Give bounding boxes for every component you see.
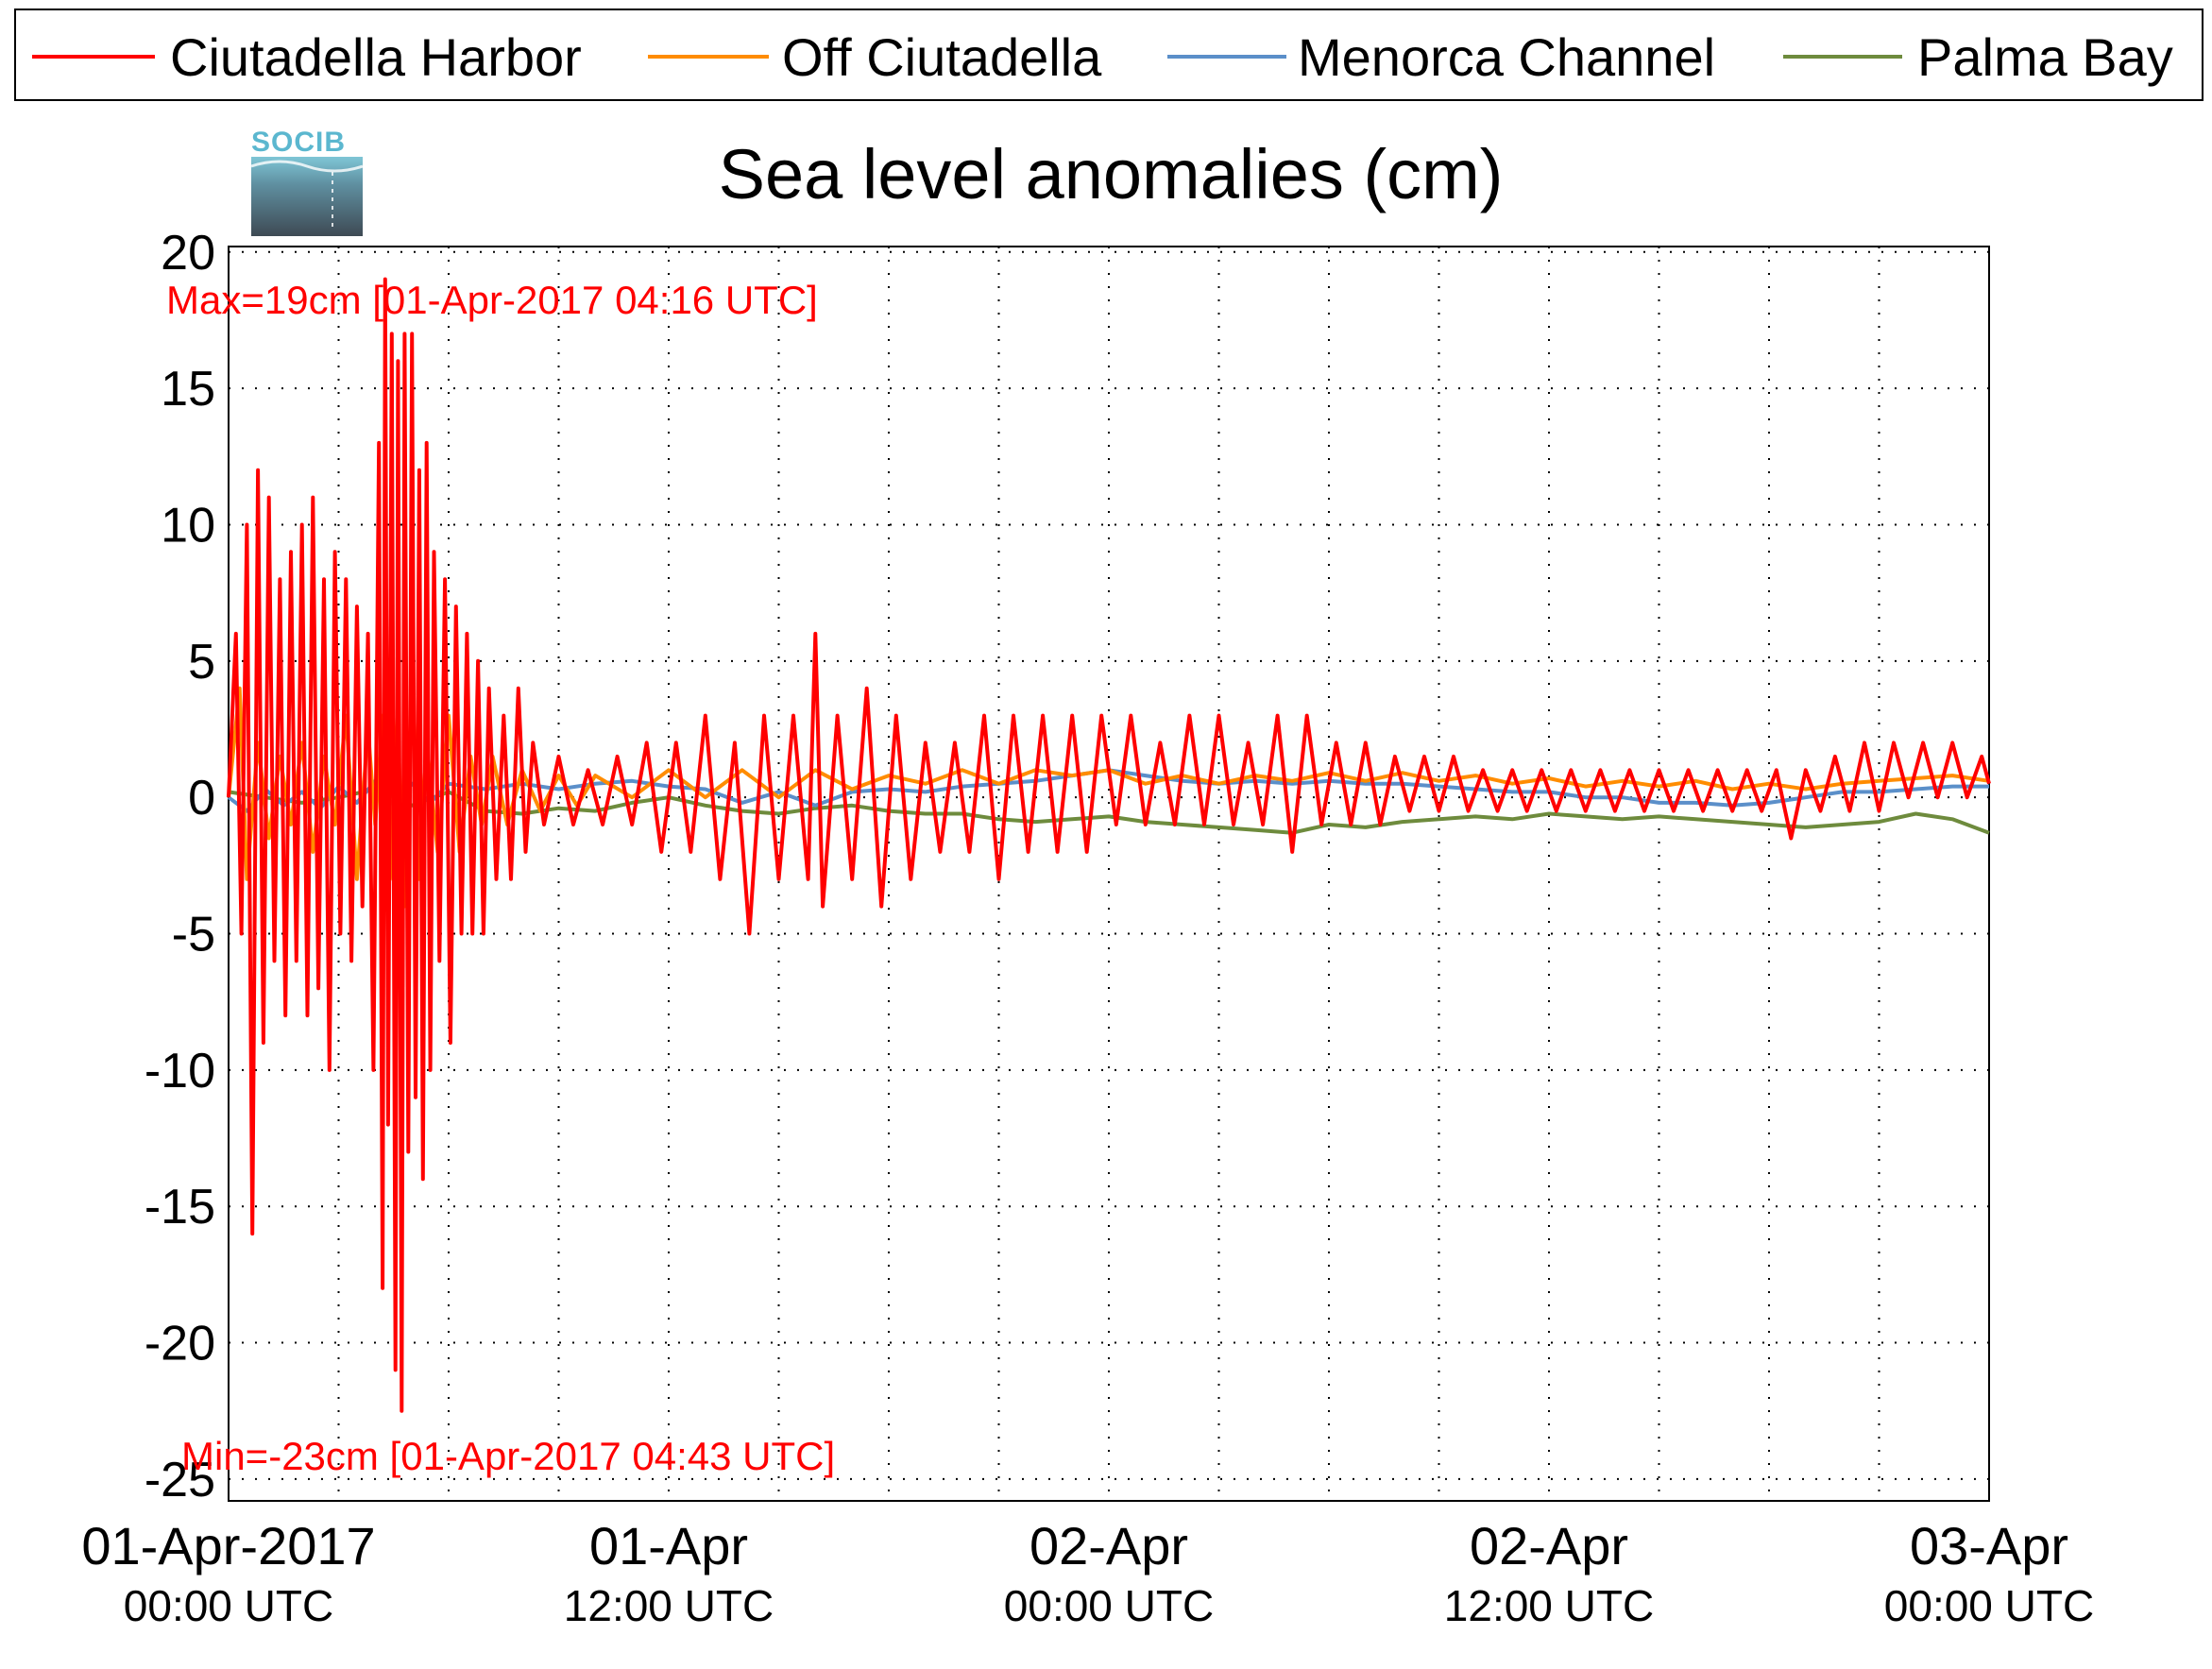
logo-block: [251, 157, 363, 236]
y-tick-label: 5: [188, 635, 215, 690]
y-tick-label: 0: [188, 771, 215, 826]
y-tick-label: -10: [145, 1044, 215, 1098]
y-tick-label: -15: [145, 1180, 215, 1235]
y-tick-label: 20: [161, 226, 215, 281]
legend-label-menorca-channel: Menorca Channel: [1298, 27, 1715, 87]
series-line: [227, 277, 1991, 1413]
x-tick-label-time: 12:00 UTC: [1444, 1581, 1654, 1630]
x-tick-label-date: 02-Apr: [1470, 1516, 1628, 1575]
max-annotation: Max=19cm [01-Apr-2017 04:16 UTC]: [166, 278, 818, 322]
x-tick-label-time: 00:00 UTC: [124, 1581, 333, 1630]
series-group: [227, 277, 1991, 1413]
x-tick-label-date: 01-Apr: [589, 1516, 748, 1575]
x-tick-label-date: 03-Apr: [1910, 1516, 2068, 1575]
legend-label-palma-bay: Palma Bay: [1917, 27, 2173, 87]
y-tick-label: -5: [172, 908, 215, 962]
plot-area: [228, 246, 1990, 1502]
legend: Ciutadella Harbor Off Ciutadella Menorca…: [14, 9, 2203, 101]
socib-logo: SOCIB: [250, 127, 364, 236]
logo-wave: [250, 160, 364, 173]
series-line: [228, 787, 1990, 835]
chart-title: Sea level anomalies (cm): [719, 135, 1504, 213]
y-tick-label: 10: [161, 498, 215, 553]
x-tick-label-time: 12:00 UTC: [564, 1581, 774, 1630]
y-tick-label: -25: [145, 1453, 215, 1507]
logo-text: SOCIB: [251, 127, 346, 158]
legend-label-ciutadella-harbor: Ciutadella Harbor: [170, 27, 582, 87]
x-tick-label-time: 00:00 UTC: [1884, 1581, 2094, 1630]
x-tick-label-date: 01-Apr-2017: [81, 1516, 375, 1575]
y-tick-label: 15: [161, 362, 215, 417]
y-tick-label: -20: [145, 1317, 215, 1371]
x-tick-label-time: 00:00 UTC: [1004, 1581, 1214, 1630]
x-axis: 01-Apr-2017 00:00 UTC 01-Apr 12:00 UTC 0…: [81, 1516, 2094, 1630]
series-line: [227, 673, 1990, 909]
legend-label-off-ciutadella: Off Ciutadella: [782, 27, 1102, 87]
y-axis: 20 15 10 5 0 -5 -10 -15 -20 -25: [145, 226, 215, 1507]
min-annotation: Min=-23cm [01-Apr-2017 04:43 UTC]: [181, 1434, 835, 1478]
x-tick-label-date: 02-Apr: [1029, 1516, 1188, 1575]
grid: [229, 247, 1989, 1501]
